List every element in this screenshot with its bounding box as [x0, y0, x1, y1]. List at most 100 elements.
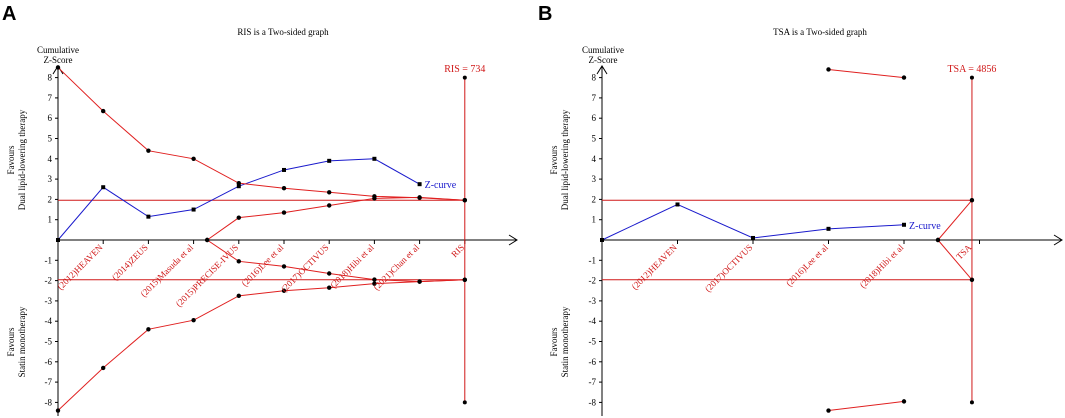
y-tick-label: -1: [45, 255, 53, 265]
boundary-point: [372, 281, 377, 286]
x-tick-label: TSA: [954, 242, 973, 261]
x-tick-label: (2014)ZEUS: [110, 242, 150, 282]
boundary-point: [826, 67, 831, 72]
y-tick-label: -6: [45, 357, 53, 367]
boundary-point: [327, 271, 332, 276]
y-tick-label: -6: [589, 357, 597, 367]
z-curve-point: [600, 238, 604, 242]
boundary-point: [462, 277, 467, 282]
z-curve-point: [191, 207, 196, 212]
x-tick-label: (2016)Lee et al: [784, 242, 830, 288]
y-tick-label: 6: [48, 113, 53, 123]
y-axis-arrow: [596, 65, 608, 75]
y-tick-label: 7: [592, 93, 597, 103]
x-tick-label: (2012)HEAVEN: [630, 242, 680, 292]
x-tick-label: RIS: [449, 242, 466, 259]
z-curve-point: [675, 202, 680, 207]
y-tick-label: -2: [45, 276, 53, 286]
z-curve-point: [327, 158, 332, 163]
x-tick-label: (2016)Lee et al: [239, 242, 285, 288]
series-line: [937, 199, 973, 241]
panel-a-favours-top-2: Dual lipid-lowering therapy: [17, 109, 27, 210]
ris-label: RIS = 734: [444, 64, 485, 75]
panel-a-chart: A RIS is a Two-sided graph Cumulative Z-…: [2, 3, 518, 416]
series-line: [601, 203, 905, 241]
boundary-point: [236, 259, 241, 264]
y-tick-label: 6: [592, 113, 597, 123]
y-tick-label: -4: [45, 316, 53, 326]
boundary-point: [55, 65, 61, 70]
panel-a-favours-top-1: Favours: [6, 145, 16, 174]
panel-b-favours-top-1: Favours: [549, 145, 559, 174]
z-curve-point: [282, 167, 286, 172]
x-tick-label: (2018)Hibi et al: [858, 242, 906, 290]
panel-b-favours-bottom-1: Favours: [549, 327, 559, 356]
z-curve-point: [417, 182, 422, 187]
boundary-point: [281, 288, 287, 293]
boundary-point: [236, 293, 241, 299]
panel-b-letter: B: [538, 3, 552, 25]
z-curve-point: [146, 214, 151, 219]
panel-a-favours-bottom-1: Favours: [6, 327, 16, 356]
y-tick-label: -4: [589, 316, 597, 326]
boundary-point: [236, 215, 241, 220]
panel-b-ylabel-line1: Cumulative: [582, 45, 624, 55]
ris-marker: [462, 75, 467, 80]
y-tick-label: 7: [48, 93, 53, 103]
x-tick-label: (2017)OCTIVUS: [279, 242, 331, 294]
x-tick-label: (2017)OCTIVUS: [703, 242, 755, 294]
y-tick-label: -8: [589, 397, 597, 407]
boundary-point: [146, 327, 151, 332]
ris-marker: [969, 75, 974, 80]
z-curve-point: [751, 235, 755, 240]
boundary-point: [901, 399, 907, 404]
boundary-point: [281, 264, 287, 269]
boundary-point: [204, 237, 210, 243]
y-tick-label: 5: [592, 134, 597, 144]
boundary-point: [969, 277, 975, 282]
boundary-point: [101, 108, 106, 114]
z-curve-point: [826, 226, 831, 231]
boundary-point: [417, 195, 422, 200]
boundary-point: [327, 203, 332, 208]
boundary-point: [191, 317, 196, 323]
y-tick-label: 1: [592, 215, 597, 225]
series-line: [828, 68, 905, 79]
boundary-point: [462, 198, 467, 203]
boundary-point: [236, 180, 241, 186]
series-line: [206, 196, 465, 241]
panel-b-chart: B TSA is a Two-sided graph Cumulative Z-…: [538, 3, 1063, 416]
y-tick-label: -5: [589, 337, 597, 347]
y-tick-label: -3: [589, 296, 597, 306]
panel-a-ylabel-line1: Cumulative: [37, 45, 79, 55]
z-curve-point: [372, 156, 377, 161]
boundary-point: [191, 156, 196, 161]
y-tick-label: -3: [45, 296, 53, 306]
panel-a-plot-area: -8 -7 -6 -5 -4 -3 -2 -1 1 2 3 4 5 6 7 8 RIS = 734 Z-curve…: [45, 64, 518, 416]
z-curve-point: [236, 184, 241, 189]
panel-b-plot-area: -8 -7 -6 -5 -4 -3 -2 -1 1 2 3 4 5 6 7 8 TSA = 4856 Z-curv…: [589, 64, 1063, 416]
boundary-point: [935, 237, 941, 243]
boundary-point: [372, 277, 377, 282]
boundary-point: [281, 210, 287, 215]
z-curve-point: [56, 238, 60, 242]
boundary-point: [327, 190, 332, 195]
series-line: [57, 67, 465, 201]
panel-a-title: RIS is a Two-sided graph: [237, 27, 329, 37]
boundary-point: [901, 75, 907, 80]
y-tick-label: -7: [45, 377, 53, 387]
z-curve-label: Z-curve: [425, 180, 457, 191]
boundary-point: [826, 408, 831, 413]
boundary-point: [281, 186, 287, 191]
x-axis-arrow: [508, 234, 518, 246]
y-tick-label: -1: [589, 255, 597, 265]
series-line: [937, 239, 973, 281]
x-axis-arrow: [1053, 234, 1063, 246]
panel-b-ylabel-line2: Z-Score: [589, 55, 618, 65]
panel-b-title: TSA is a Two-sided graph: [773, 27, 867, 37]
x-tick-label: (2012)HEAVEN: [55, 242, 105, 292]
series-line: [57, 279, 465, 411]
y-tick-label: 8: [48, 73, 53, 83]
panel-a-letter: A: [2, 3, 16, 25]
